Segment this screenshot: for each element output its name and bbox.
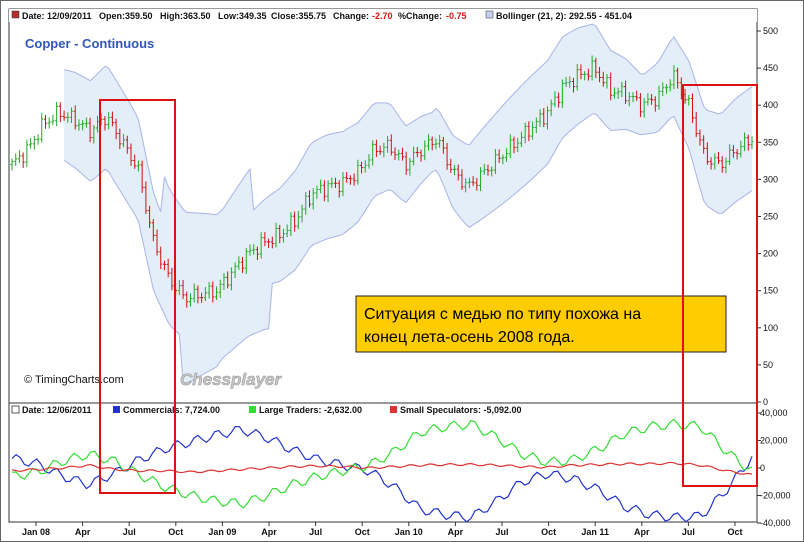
cot-tick-label: -20,000 bbox=[760, 491, 791, 501]
header-high: High:363.50 bbox=[160, 11, 211, 21]
cot-tick-label: 0 bbox=[760, 463, 765, 473]
price-panel: Date: 12/09/2011 Open:359.50 High:363.50… bbox=[8, 8, 778, 407]
annotation-box bbox=[355, 295, 727, 353]
x-tick-label: Jul bbox=[309, 527, 322, 537]
highlight-box-2011 bbox=[682, 84, 758, 487]
header-low: Low:349.35 bbox=[218, 11, 267, 21]
bollinger-lower-line bbox=[63, 113, 753, 384]
cot-tick-label: 20,000 bbox=[760, 436, 788, 446]
commercials-swatch bbox=[113, 406, 120, 413]
bollinger-legend-swatch bbox=[485, 10, 494, 19]
highlight-box-2008 bbox=[99, 99, 176, 494]
price-tick-label: 450 bbox=[763, 63, 778, 73]
bollinger-band-fill bbox=[64, 24, 753, 384]
price-tick-label: 400 bbox=[763, 100, 778, 110]
cot-tick-label: -40,000 bbox=[760, 518, 791, 528]
large-traders-swatch bbox=[249, 406, 256, 413]
cot-lines bbox=[11, 418, 753, 523]
cot-panel: Date: 12/06/2011 Commercials: 7,724.00 L… bbox=[8, 402, 791, 528]
price-tick-label: 250 bbox=[763, 212, 778, 222]
price-bars bbox=[10, 55, 754, 308]
watermark: © TimingCharts.com bbox=[24, 374, 124, 386]
price-header-bar bbox=[9, 9, 757, 22]
x-tick-label: Jan 08 bbox=[22, 527, 50, 537]
price-tick-label: 350 bbox=[763, 137, 778, 147]
commercials-line bbox=[11, 425, 753, 523]
header-open: Open:359.50 bbox=[99, 11, 153, 21]
x-tick-label: Oct bbox=[355, 527, 370, 537]
large-traders-line bbox=[11, 418, 753, 509]
cot-header-large: Large Traders: -2,632.00 bbox=[259, 405, 362, 415]
cot-header-commercials: Commercials: 7,724.00 bbox=[123, 405, 220, 415]
x-tick-label: Jul bbox=[123, 527, 136, 537]
cot-tick-label: 40,000 bbox=[760, 408, 788, 418]
annotation-line-1: Ситуация с медью по типу похожа на bbox=[364, 306, 641, 323]
small-spec-line bbox=[11, 461, 753, 475]
chessplayer-logo: Chessplayer bbox=[180, 370, 282, 389]
cot-panel-border bbox=[8, 402, 758, 523]
price-tick-label: 500 bbox=[763, 26, 778, 36]
x-tick-label: Apr bbox=[448, 527, 464, 537]
x-tick-label: Oct bbox=[168, 527, 183, 537]
x-tick-label: Jan 11 bbox=[581, 527, 609, 537]
x-tick-label: Jan 09 bbox=[208, 527, 236, 537]
x-axis: Jan 08 Apr Jul Oct Jan 09 Apr Jul Oct Jan 10 Apr J… bbox=[22, 522, 743, 537]
x-tick-label: Oct bbox=[727, 527, 742, 537]
bollinger-upper-line bbox=[63, 23, 753, 216]
header-close: Close:355.75 bbox=[271, 11, 326, 21]
price-tick-label: 200 bbox=[763, 249, 778, 259]
header-pct-value: -0.75 bbox=[446, 11, 467, 21]
x-tick-label: Jan 10 bbox=[395, 527, 423, 537]
price-tick-label: 0 bbox=[763, 397, 768, 407]
header-change-label: Change: bbox=[333, 11, 369, 21]
price-tick-label: 300 bbox=[763, 174, 778, 184]
x-tick-label: Jul bbox=[495, 527, 508, 537]
x-tick-label: Apr bbox=[75, 527, 91, 537]
x-tick-label: Oct bbox=[541, 527, 556, 537]
x-tick-label: Apr bbox=[261, 527, 277, 537]
annotation-line-2: конец лета-осень 2008 года. bbox=[364, 329, 575, 346]
x-tick-label: Jul bbox=[682, 527, 695, 537]
header-pct-label: %Change: bbox=[398, 11, 442, 21]
price-axis: 0 50 100 150 200 250 300 350 400 450 500 bbox=[757, 26, 778, 407]
x-tick-label: Apr bbox=[634, 527, 650, 537]
small-spec-swatch bbox=[390, 406, 397, 413]
cot-date-swatch bbox=[11, 405, 20, 414]
cot-header-small: Small Speculators: -5,092.00 bbox=[400, 405, 522, 415]
svg-text:Date: 12/09/2011 Open:35: Date: 12/09/2011 Open:359.50 High:363.50… bbox=[22, 11, 467, 21]
price-tick-label: 100 bbox=[763, 323, 778, 333]
header-change-value: -2.70 bbox=[372, 11, 393, 21]
cot-header-date: Date: 12/06/2011 bbox=[22, 405, 92, 415]
price-tick-label: 150 bbox=[763, 286, 778, 296]
header-date: Date: 12/09/2011 bbox=[22, 11, 92, 21]
chart-title: Copper - Continuous bbox=[25, 36, 154, 51]
header-bollinger: Bollinger (21, 2): 292.55 - 451.04 bbox=[496, 11, 632, 21]
price-legend-swatch bbox=[11, 10, 20, 19]
price-tick-label: 50 bbox=[763, 360, 773, 370]
